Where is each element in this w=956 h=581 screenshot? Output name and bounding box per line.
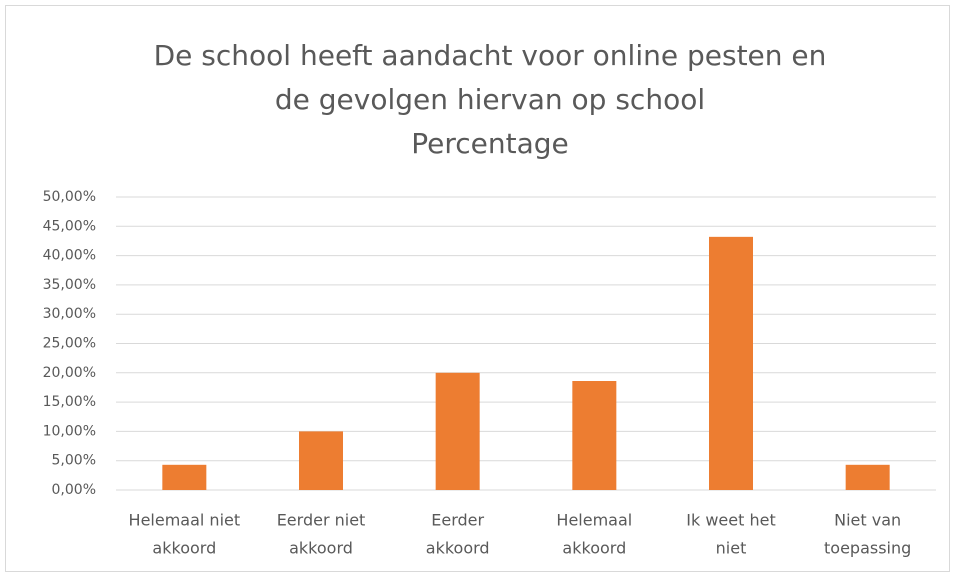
chart-subtitle: Percentage (411, 127, 569, 160)
bar (299, 431, 343, 490)
y-tick-label: 25,00% (43, 336, 96, 352)
x-tick-label: Eerder niet (277, 511, 366, 530)
y-tick-label: 5,00% (52, 453, 96, 469)
y-tick-label: 10,00% (43, 423, 96, 439)
bar (572, 381, 617, 490)
y-tick-label: 35,00% (43, 277, 96, 293)
chart-title: de gevolgen hiervan op school (275, 83, 705, 116)
y-tick-label: 20,00% (43, 365, 96, 381)
y-tick-label: 0,00% (52, 482, 96, 498)
x-tick-label: akkoord (426, 539, 490, 558)
x-tick-label: Helemaal (556, 511, 632, 530)
x-tick-label: niet (716, 539, 747, 558)
bar (709, 236, 753, 490)
x-tick-label: Eerder (431, 511, 484, 530)
y-tick-label: 30,00% (43, 306, 96, 322)
y-tick-label: 40,00% (43, 248, 96, 264)
x-tick-label: akkoord (152, 539, 216, 558)
x-tick-label: toepassing (824, 539, 911, 558)
x-tick-label: Niet van (834, 511, 901, 530)
x-tick-label: akkoord (562, 539, 626, 558)
bar (845, 464, 890, 490)
bar (162, 464, 207, 490)
y-tick-label: 45,00% (43, 218, 96, 234)
y-tick-label: 15,00% (43, 394, 96, 410)
x-tick-label: Ik weet het (686, 511, 775, 530)
chart-title: De school heeft aandacht voor online pes… (154, 39, 827, 72)
bar (435, 372, 480, 490)
y-tick-label: 50,00% (43, 189, 96, 205)
x-tick-label: Helemaal niet (129, 511, 241, 530)
x-tick-label: akkoord (289, 539, 353, 558)
